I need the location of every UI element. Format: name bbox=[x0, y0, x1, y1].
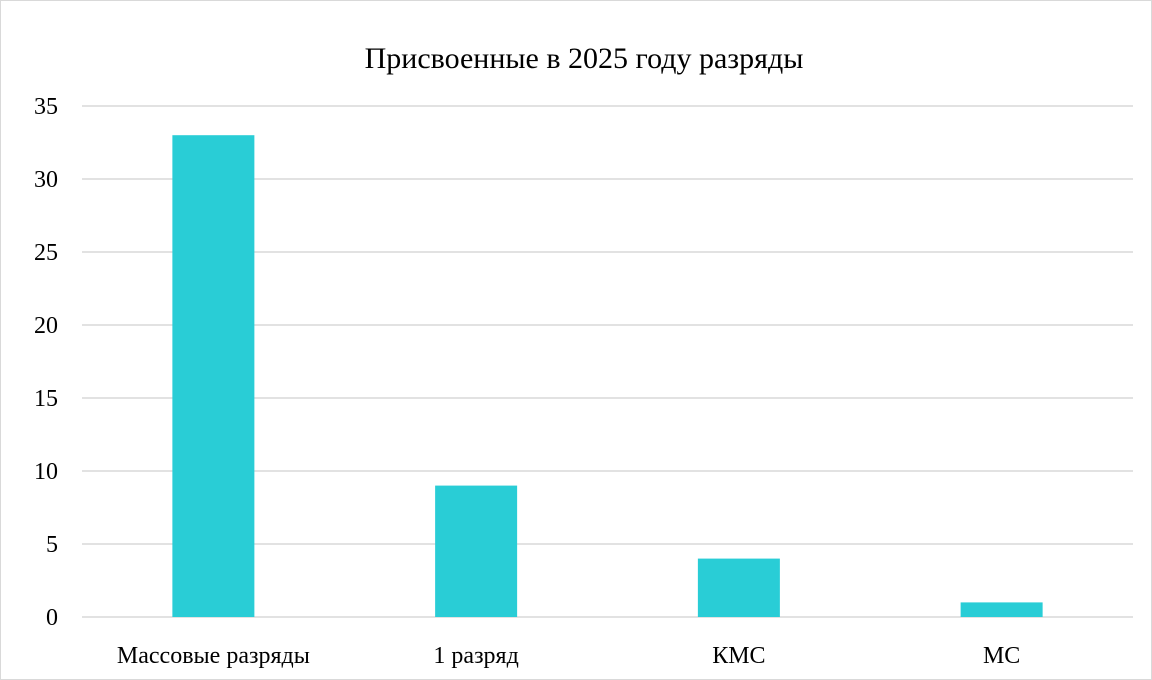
x-tick-label: МС bbox=[983, 643, 1020, 669]
bar-4 bbox=[960, 602, 1043, 617]
y-tick-label: 10 bbox=[34, 459, 58, 485]
gridlines bbox=[82, 105, 1133, 618]
x-tick-label: Массовые разряды bbox=[117, 643, 310, 669]
y-tick-label: 15 bbox=[34, 386, 58, 412]
y-tick-label: 25 bbox=[34, 240, 58, 266]
x-tick-label: 1 разряд bbox=[433, 643, 518, 669]
x-axis-ticks: Массовые разряды 1 разряд КМС МС bbox=[117, 643, 1020, 669]
chart-title: Присвоенные в 2025 году разряды bbox=[365, 42, 804, 75]
bar-1 bbox=[172, 135, 255, 617]
bar-3 bbox=[697, 558, 780, 617]
y-tick-label: 35 bbox=[34, 94, 58, 120]
x-tick-label: КМС bbox=[712, 643, 765, 669]
y-tick-label: 0 bbox=[46, 605, 58, 631]
y-axis-ticks: 0 5 10 15 20 25 30 35 bbox=[34, 94, 58, 631]
bars bbox=[172, 135, 1043, 617]
y-tick-label: 30 bbox=[34, 167, 58, 193]
bar-2 bbox=[435, 485, 518, 617]
y-tick-label: 20 bbox=[34, 313, 58, 339]
y-tick-label: 5 bbox=[46, 532, 58, 558]
